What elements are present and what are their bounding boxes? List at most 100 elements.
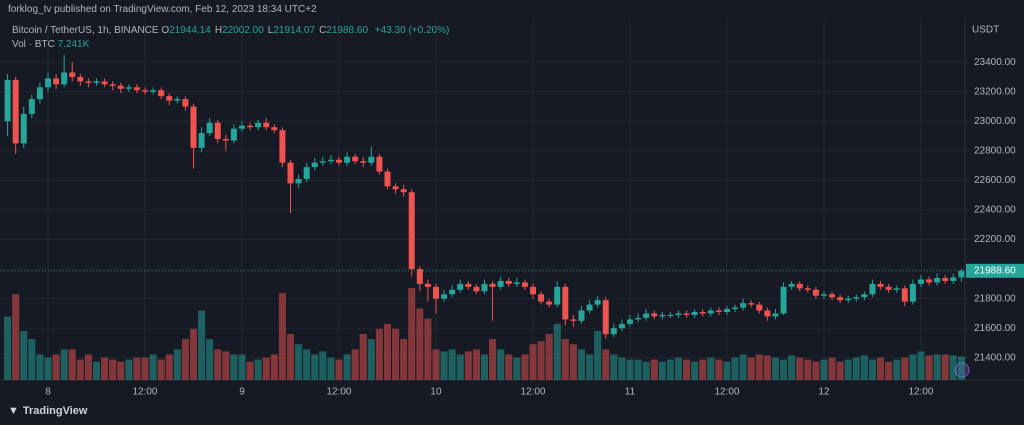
candle-body xyxy=(481,283,488,292)
volume-bar xyxy=(262,357,270,380)
volume-bar xyxy=(359,334,367,380)
volume-bar xyxy=(117,361,125,380)
candle-body xyxy=(432,286,439,299)
candle-body xyxy=(845,298,852,301)
legend-main: Bitcoin / TetherUS, 1h, BINANCE O21944.1… xyxy=(12,25,453,36)
legend-field-label: H xyxy=(214,25,223,36)
candle-body xyxy=(214,122,221,140)
volume-bar xyxy=(4,316,12,380)
volume-bar xyxy=(424,318,432,380)
volume-bar xyxy=(286,334,295,380)
volume-bar xyxy=(367,339,375,380)
candle-body xyxy=(85,81,92,83)
candle-body xyxy=(837,297,844,301)
volume-bar xyxy=(20,330,28,380)
volume-bar xyxy=(602,349,610,380)
x-tick-label: 12:00 xyxy=(326,387,351,398)
candle-body xyxy=(319,161,326,163)
volume-bar xyxy=(852,357,860,380)
candle-body xyxy=(610,328,617,335)
volume-bar xyxy=(731,357,739,380)
candle-body xyxy=(893,288,900,290)
volume-bar xyxy=(521,354,529,380)
volume-bar xyxy=(925,355,933,380)
candle-body xyxy=(675,313,682,315)
volume-bar xyxy=(84,354,92,380)
volume-bar xyxy=(270,354,278,380)
volume-bar xyxy=(844,359,852,380)
volume-bar xyxy=(949,355,957,380)
y-tick-label: 22800.00 xyxy=(974,145,1016,156)
candle-body xyxy=(901,288,908,302)
candle-body xyxy=(683,313,690,315)
volume-bar xyxy=(610,354,618,380)
last-price-label: 21988.60 xyxy=(974,265,1016,276)
volume-bar xyxy=(650,359,658,380)
volume-bar xyxy=(408,288,416,380)
candle-body xyxy=(635,317,642,320)
candle-body xyxy=(36,87,43,100)
volume-bar xyxy=(885,361,893,380)
legend-field-label: L xyxy=(267,25,274,36)
candle-body xyxy=(69,72,76,77)
candle-body xyxy=(109,84,116,86)
candle-body xyxy=(732,307,739,310)
candle-body xyxy=(327,159,334,162)
candle-body xyxy=(150,90,157,92)
volume-bar xyxy=(351,349,359,380)
candle-body xyxy=(368,156,375,163)
volume-bar xyxy=(642,361,650,380)
volume-bar xyxy=(723,361,731,380)
volume-bar xyxy=(917,351,925,380)
candle-body xyxy=(295,178,302,184)
candle-body xyxy=(562,286,569,320)
candle-body xyxy=(4,79,11,122)
candle-body xyxy=(772,313,779,317)
volume-bar xyxy=(319,351,327,380)
candle-body xyxy=(740,303,747,308)
volume-bar xyxy=(400,339,408,380)
candle-body xyxy=(780,286,787,314)
volume-bar xyxy=(375,328,383,380)
volume-bar xyxy=(181,339,189,380)
candle-body xyxy=(311,162,318,168)
candle-body xyxy=(538,294,545,302)
volume-bar xyxy=(472,349,480,380)
volume-bar xyxy=(618,357,626,380)
candle-body xyxy=(20,113,27,144)
volume-bar xyxy=(804,359,812,380)
chart-bg xyxy=(0,20,1024,405)
candle-body xyxy=(643,313,650,318)
volume-bar xyxy=(877,357,885,380)
volume-bar xyxy=(60,349,68,380)
volume-bar xyxy=(343,354,351,380)
volume-bar xyxy=(149,354,157,380)
candle-body xyxy=(416,269,423,284)
candle-body xyxy=(247,125,254,128)
candle-body xyxy=(182,99,189,107)
volume-bar xyxy=(206,339,214,380)
volume-bar xyxy=(109,359,117,380)
volume-bar xyxy=(755,354,763,380)
volume-bar xyxy=(189,328,198,380)
candle-body xyxy=(861,294,868,298)
candle-body xyxy=(166,96,173,101)
volume-bar xyxy=(76,359,84,380)
volume-bar xyxy=(868,359,877,380)
candle-body xyxy=(190,106,197,148)
volume-bar xyxy=(771,357,780,380)
candle-body xyxy=(812,289,819,296)
candle-body xyxy=(618,323,625,329)
volume-bar xyxy=(141,357,149,380)
candle-body xyxy=(230,128,237,141)
volume-bar xyxy=(828,357,836,380)
candle-body xyxy=(521,282,528,287)
candle-body xyxy=(303,167,310,179)
candle-body xyxy=(271,127,278,131)
candle-body xyxy=(384,171,391,187)
candle-body xyxy=(505,280,512,284)
candle-body xyxy=(723,309,730,312)
candle-body xyxy=(457,283,464,290)
candle-body xyxy=(344,156,351,163)
